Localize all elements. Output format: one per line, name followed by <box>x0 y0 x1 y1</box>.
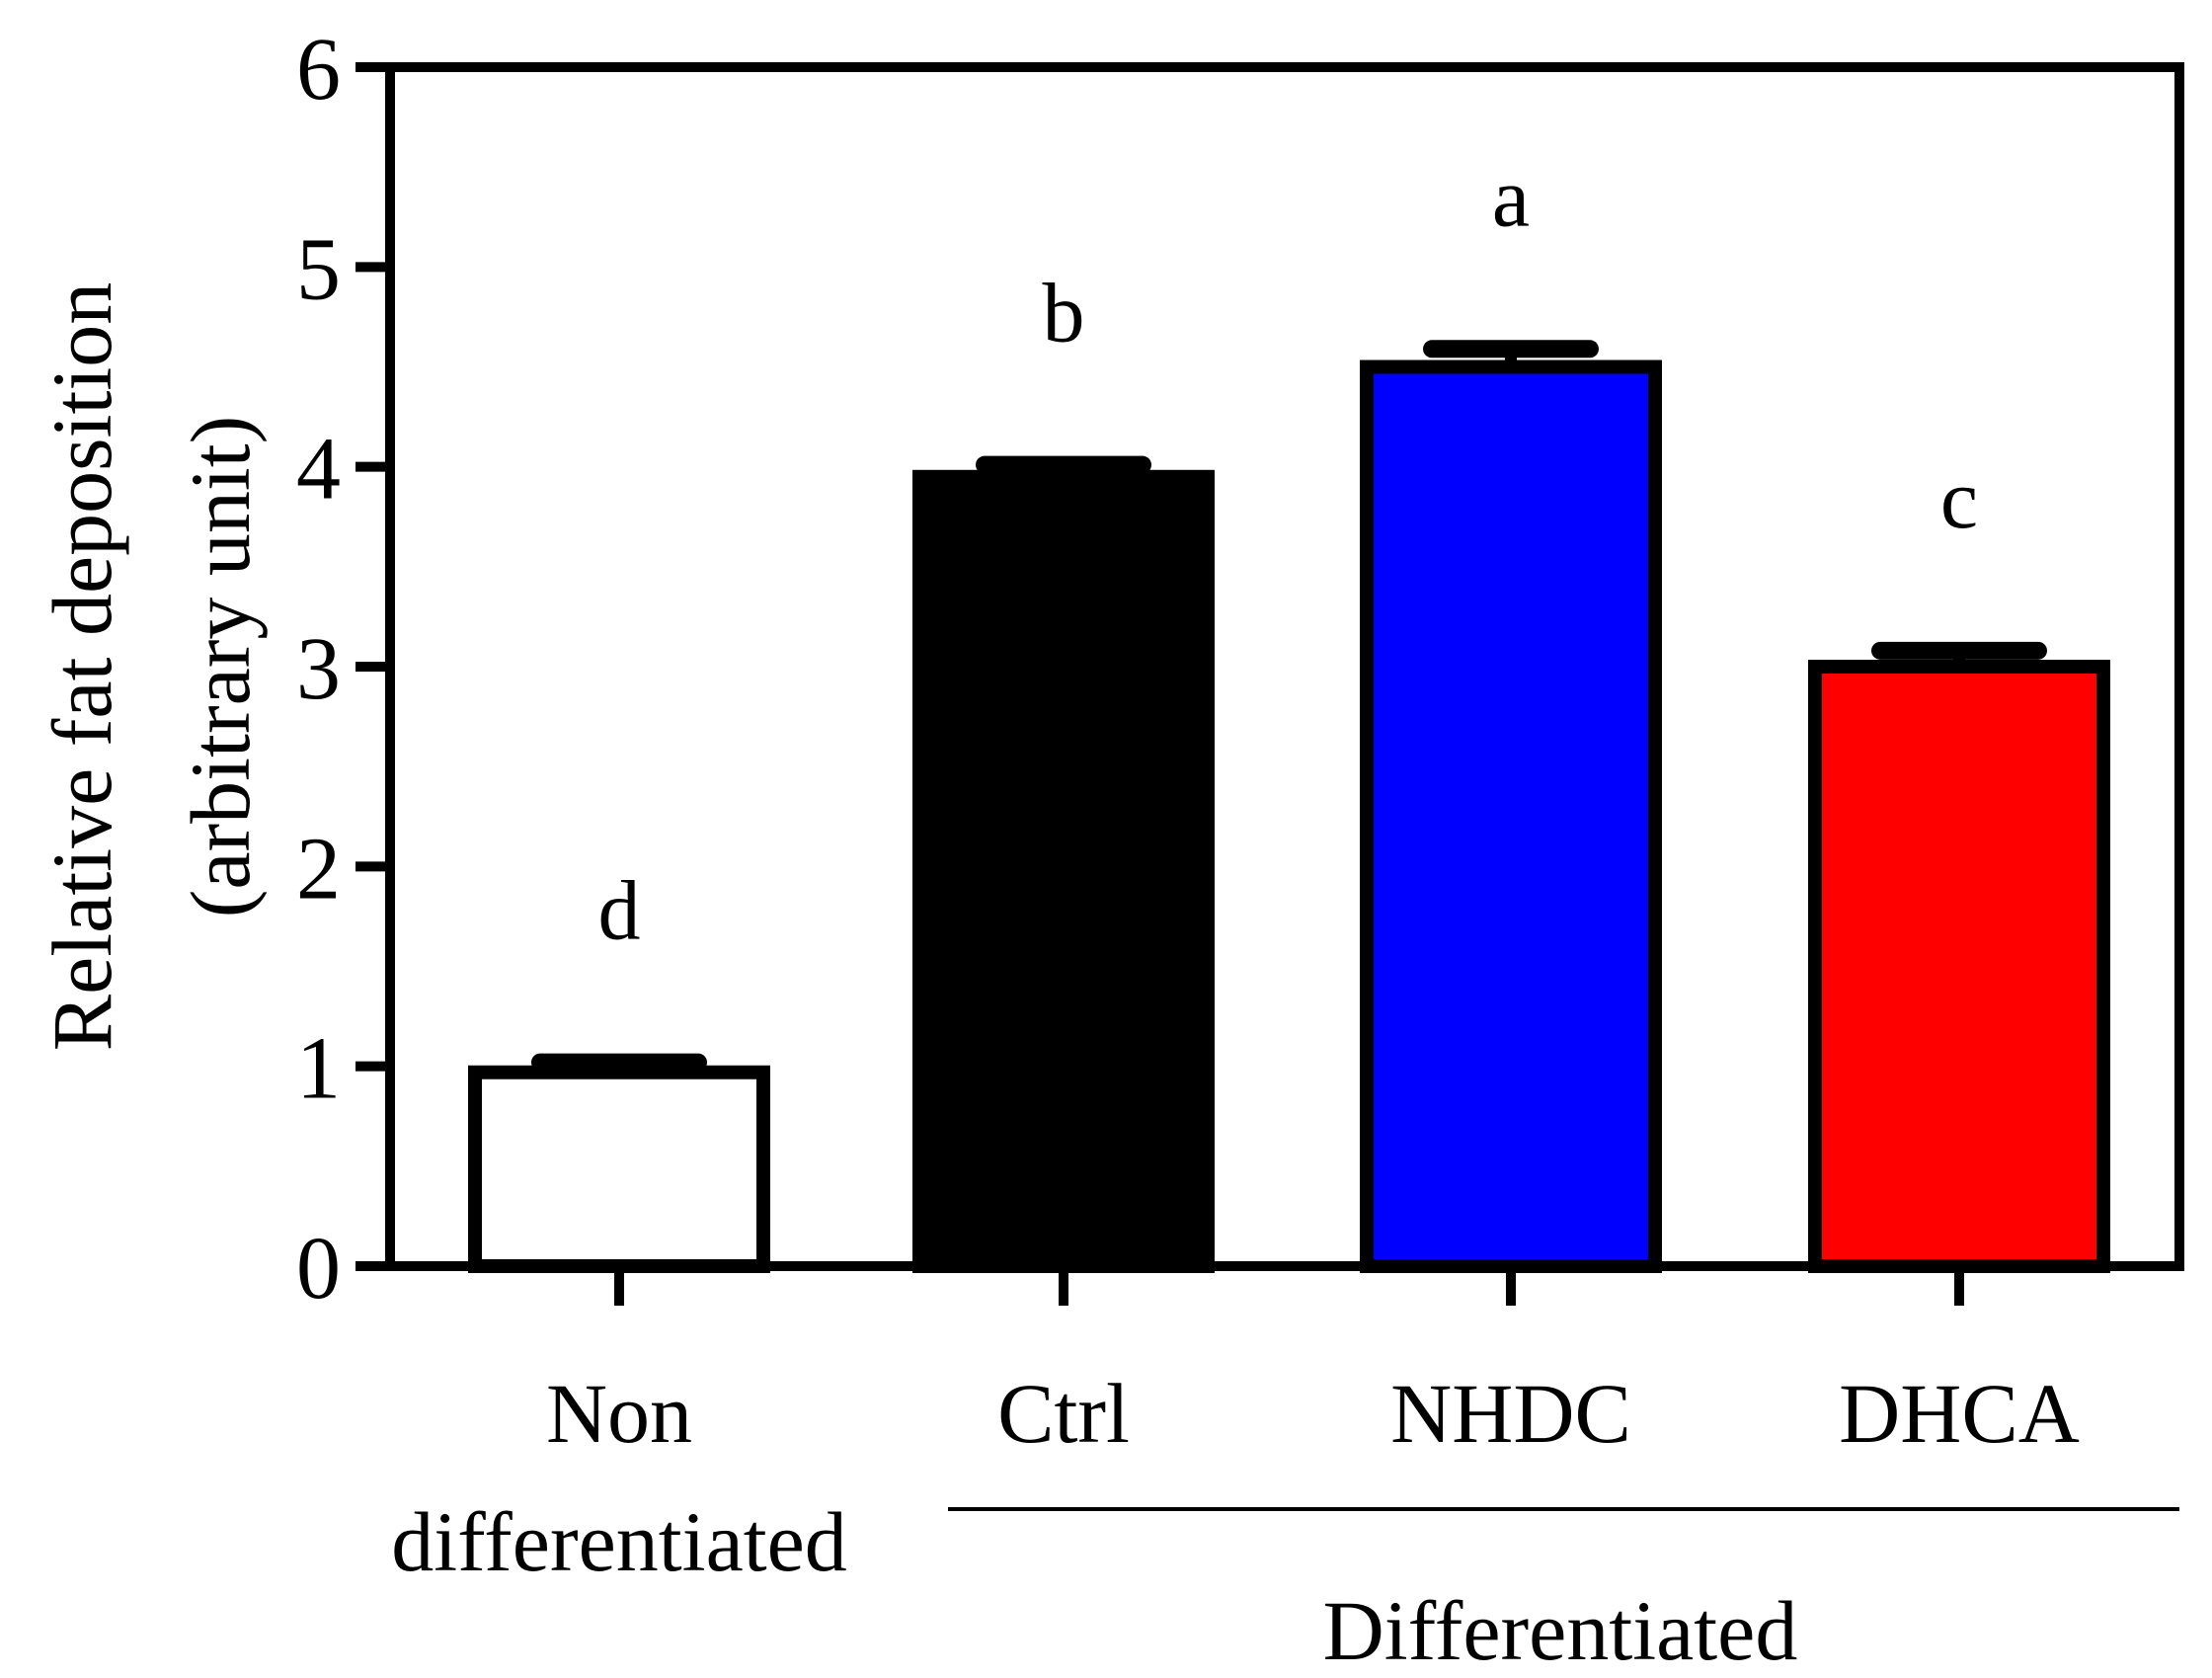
bar <box>468 1065 770 1274</box>
y-tick-label: 2 <box>296 820 341 918</box>
bars <box>468 360 2110 1274</box>
significance-letter: c <box>1940 451 1978 546</box>
bar <box>1360 360 1662 1273</box>
y-axis-title-line-2: (arbitrary unit) <box>173 416 268 919</box>
category-labels: Non differentiated Ctrl NHDC DHCA <box>391 1366 2080 1589</box>
error-bars <box>531 340 2047 1073</box>
y-tick-label: 5 <box>296 220 341 318</box>
significance-letters: d b a c <box>598 149 1979 957</box>
plot-border <box>385 62 2184 1271</box>
x-category-label: differentiated <box>391 1494 847 1589</box>
y-axis-title-line-1: Relative fat deposition <box>35 282 129 1052</box>
x-axis-ticks <box>614 1266 1964 1306</box>
x-category-label: DHCA <box>1839 1366 2080 1461</box>
y-tick-label: 6 <box>296 21 341 119</box>
x-category-label: Ctrl <box>997 1366 1130 1461</box>
significance-letter: b <box>1043 266 1085 360</box>
group-label: Differentiated <box>1323 1583 1798 1678</box>
y-tick-label: 3 <box>296 620 341 718</box>
y-tick-label: 0 <box>296 1220 341 1318</box>
y-axis-ticks: 0 1 2 3 4 5 6 <box>296 21 395 1318</box>
bar <box>912 469 1215 1273</box>
plot-frame <box>385 62 2184 1271</box>
significance-letter: a <box>1492 149 1530 244</box>
y-tick-label: 4 <box>296 421 341 519</box>
x-category-label: NHDC <box>1390 1366 1631 1461</box>
x-category-label: Non <box>546 1366 692 1461</box>
y-tick-label: 1 <box>296 1020 341 1118</box>
significance-letter: d <box>598 863 641 958</box>
bar <box>1808 660 2110 1273</box>
